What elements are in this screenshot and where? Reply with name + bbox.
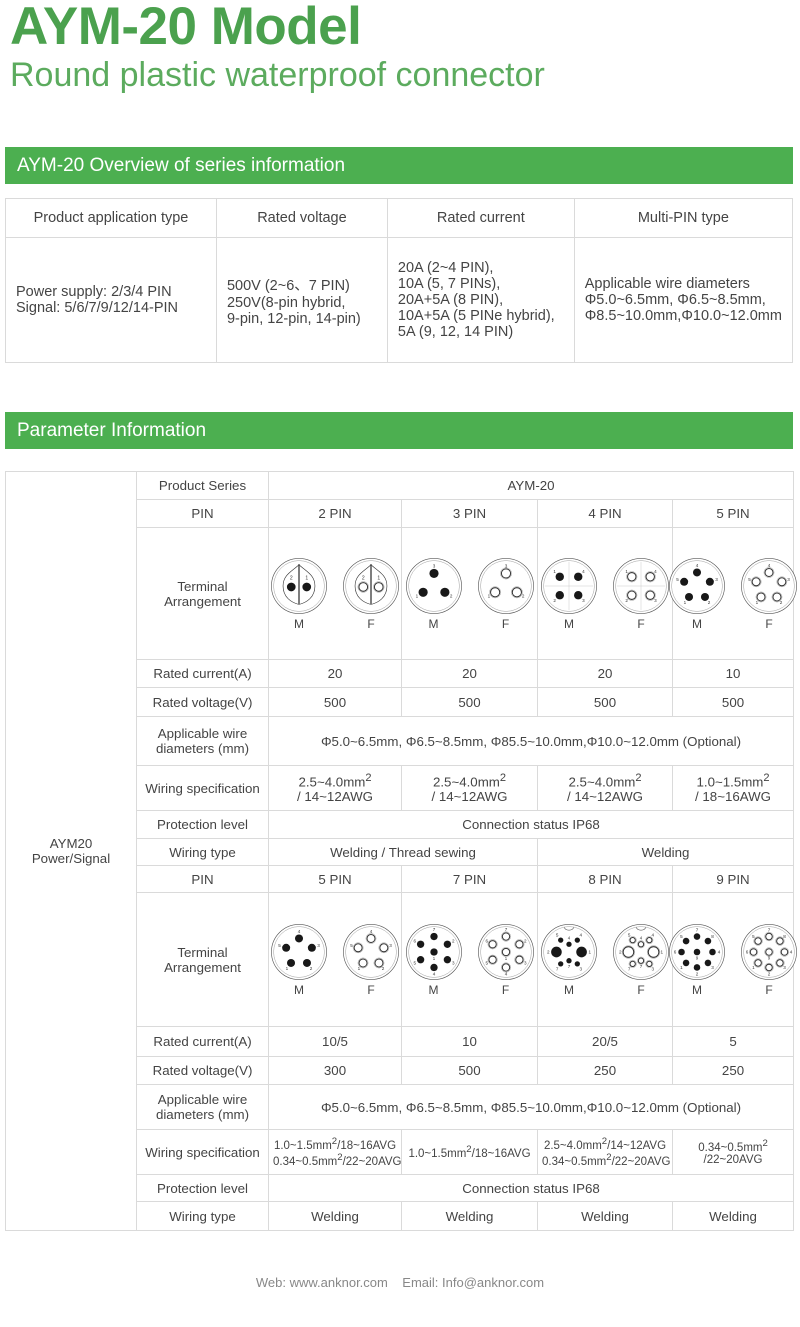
svg-text:5: 5 bbox=[485, 960, 488, 965]
svg-text:3: 3 bbox=[580, 966, 583, 971]
svg-text:5: 5 bbox=[278, 943, 281, 948]
svg-text:5: 5 bbox=[556, 932, 559, 937]
svg-text:3: 3 bbox=[652, 966, 655, 971]
svg-text:5: 5 bbox=[628, 932, 631, 937]
svg-text:3: 3 bbox=[783, 965, 786, 970]
svg-text:3: 3 bbox=[582, 597, 585, 602]
svg-text:3: 3 bbox=[389, 943, 392, 948]
svg-text:3: 3 bbox=[787, 577, 790, 582]
svg-text:3: 3 bbox=[654, 597, 657, 602]
svg-text:6: 6 bbox=[413, 938, 416, 943]
svg-text:7: 7 bbox=[556, 966, 559, 971]
svg-text:5: 5 bbox=[676, 577, 679, 582]
svg-text:5: 5 bbox=[413, 960, 416, 965]
svg-text:1: 1 bbox=[305, 575, 308, 581]
svg-text:4: 4 bbox=[654, 569, 657, 574]
svg-text:6: 6 bbox=[485, 938, 488, 943]
svg-text:2: 2 bbox=[362, 575, 365, 581]
svg-text:4: 4 bbox=[582, 569, 585, 574]
svg-text:1: 1 bbox=[377, 575, 380, 581]
svg-text:3: 3 bbox=[317, 943, 320, 948]
svg-text:3: 3 bbox=[711, 965, 714, 970]
svg-text:8: 8 bbox=[783, 933, 786, 938]
svg-text:4: 4 bbox=[652, 932, 655, 937]
svg-text:7: 7 bbox=[628, 966, 631, 971]
svg-text:5: 5 bbox=[350, 943, 353, 948]
svg-text:8: 8 bbox=[711, 933, 714, 938]
svg-text:4: 4 bbox=[580, 932, 583, 937]
svg-text:5: 5 bbox=[748, 577, 751, 582]
svg-text:3: 3 bbox=[715, 577, 718, 582]
svg-text:2: 2 bbox=[290, 575, 293, 581]
